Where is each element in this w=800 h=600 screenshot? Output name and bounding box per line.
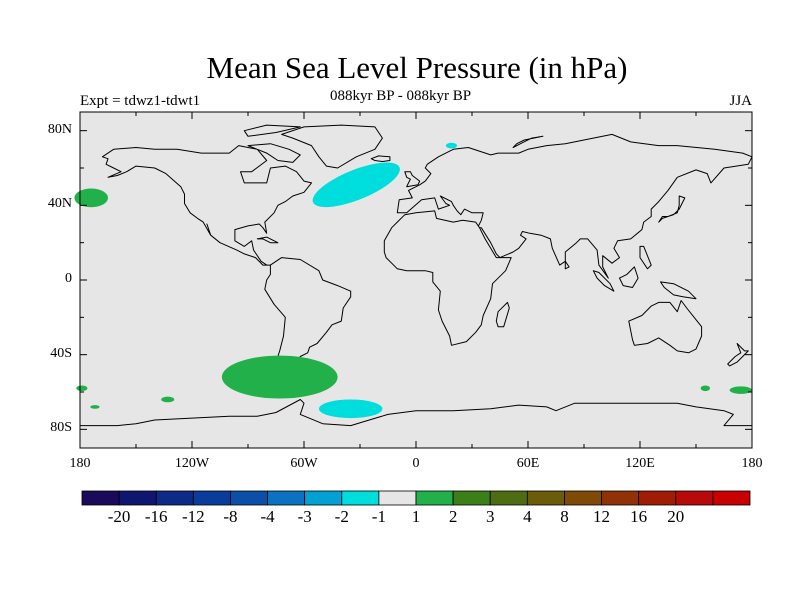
anomaly-dateline-south-positive (76, 385, 88, 392)
colorbar-swatch (155, 490, 194, 506)
colorbar-swatch (118, 490, 157, 506)
experiment-label: Expt = tdwz1-tdwt1 (80, 93, 201, 109)
season-label: JJA (729, 93, 752, 109)
colorbar-label: 2 (448, 507, 458, 526)
colorbar-label: 20 (667, 507, 685, 526)
colorbar (81, 490, 751, 506)
lat-tick-label: 0 (65, 271, 72, 286)
coastline-south-america (264, 257, 352, 384)
coastline-sumatra (592, 270, 615, 292)
colorbar-label: -3 (297, 507, 312, 526)
colorbar-swatch (675, 490, 714, 506)
colorbar-swatch (230, 490, 268, 506)
anomaly-norway-negative (445, 142, 458, 149)
continent-coastlines (79, 124, 753, 449)
coastline-japan (658, 195, 686, 223)
coastline-australia (628, 300, 703, 354)
coastline-africa (383, 210, 512, 346)
colorbar-swatch (526, 490, 565, 506)
anomaly-south-pacific-positive (221, 355, 338, 399)
coastline-new-guinea (660, 281, 697, 300)
coastline-britain (404, 171, 421, 188)
colorbar-swatch (638, 490, 677, 506)
anomaly-south-pacific-small-positive-2 (161, 396, 175, 403)
lat-tick-label: 40N (47, 196, 72, 212)
lon-tick-label: 0 (412, 456, 420, 471)
colorbar-label: -1 (371, 507, 386, 526)
colorbar-swatch (267, 490, 306, 506)
colorbar-label: 8 (560, 507, 569, 526)
lon-tick-label: 120W (174, 456, 210, 471)
coastline-cuba (256, 236, 279, 244)
colorbar-label: -8 (223, 507, 238, 526)
colorbar-swatch (712, 490, 751, 506)
period-label: 088kyr BP - 088kyr BP (330, 88, 472, 104)
colorbar-label: -2 (334, 507, 349, 526)
colorbar-label: -4 (260, 507, 275, 526)
lon-tick-label: 60W (290, 456, 318, 471)
colorbar-swatch (378, 490, 417, 506)
lat-tick-label: 40S (50, 345, 72, 361)
coastline-greenland (281, 124, 383, 169)
anomaly-north-pacific-positive (74, 188, 108, 208)
lat-tick-label: 80S (50, 420, 72, 436)
lon-tick-label: 120E (625, 456, 655, 471)
colorbar-label: 1 (411, 507, 421, 526)
coastline-novaya-zemlya (512, 135, 544, 148)
colorbar-swatch (564, 490, 602, 506)
anomaly-north-atlantic-negative (312, 162, 400, 208)
colorbar-label: -16 (144, 507, 168, 526)
colorbar-label: 12 (593, 507, 611, 526)
coastline-iceland (370, 155, 391, 162)
coastline-antarctica (79, 399, 753, 449)
colorbar-swatch (341, 490, 380, 506)
colorbar-swatch (304, 490, 343, 506)
anomaly-weddell-negative (318, 399, 383, 419)
coastline-sri-lanka (564, 260, 570, 270)
colorbar-swatch (415, 490, 454, 506)
coastline-baffin (247, 143, 301, 163)
colorbar-swatch (192, 490, 231, 506)
anomaly-south-indian-positive (700, 385, 710, 392)
colorbar-label: -12 (181, 507, 205, 526)
lon-tick-label: 180 (69, 456, 91, 471)
coastline-philippines (639, 245, 652, 270)
colorbar-swatch (81, 490, 120, 506)
colorbar-label: 16 (630, 507, 648, 526)
coastline-ellesmere (243, 124, 301, 137)
coastline-new-zealand (727, 343, 749, 367)
plot-title: Mean Sea Level Pressure (in hPa) (206, 50, 628, 85)
coastline-borneo (619, 266, 639, 288)
anomaly-south-pacific-small-positive-1 (90, 405, 100, 409)
colorbar-label: 3 (485, 507, 495, 526)
colorbar-swatch (601, 490, 640, 506)
colorbar-swatch (452, 490, 491, 506)
lon-tick-label: 60E (516, 456, 540, 471)
axis-ticks (79, 112, 753, 448)
anomaly-south-dateline-east-positive (729, 386, 752, 394)
pressure-anomaly-regions (74, 142, 752, 419)
colorbar-swatch (489, 490, 528, 506)
colorbar-label: 4 (523, 507, 532, 526)
lat-tick-label: 80N (47, 121, 72, 137)
colorbar-label: -20 (107, 507, 131, 526)
coastline-north-america (101, 145, 312, 266)
coastline-eurasia (396, 133, 753, 279)
coastline-madagascar (495, 301, 510, 328)
lon-tick-label: 180 (741, 456, 763, 471)
